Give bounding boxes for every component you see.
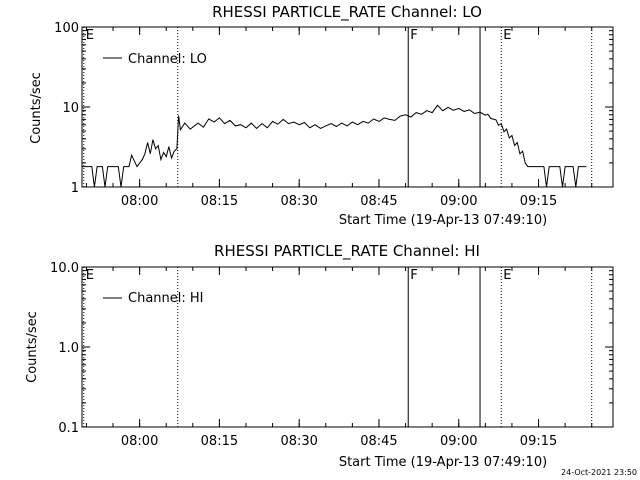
lo-event-marker-label: F (410, 28, 417, 43)
lo-plot-frame (81, 26, 614, 188)
hi-tick-labels: 08:00 08:15 08:30 08:45 09:00 09:15 0.1 1.0 10.0… (50, 261, 557, 449)
hi-plot-area (81, 266, 614, 428)
generation-timestamp: 24-Oct-2021 23:50 (561, 468, 637, 477)
lo-tick-labels: 08:00 08:15 08:30 08:45 09:00 09:15 1 10 100 E F E (54, 21, 557, 209)
hi-event-marker-label: F (410, 268, 417, 283)
hi-y-tick-label: 1.0 (58, 341, 79, 356)
lo-channel-panel: RHESSI PARTICLE_RATE Channel: LO Start T… (29, 3, 614, 228)
hi-x-tick-label: 08:15 (201, 434, 238, 449)
lo-y-axis-label: Counts/sec (29, 72, 44, 144)
hi-x-tick-label: 08:30 (280, 434, 317, 449)
lo-y-tick-label: 100 (54, 21, 79, 36)
hi-x-axis-label: Start Time (19-Apr-13 07:49:10) (339, 455, 547, 470)
lo-x-tick-label: 08:45 (360, 194, 397, 209)
lo-plot-area (81, 26, 614, 188)
lo-chart-title: RHESSI PARTICLE_RATE Channel: LO (212, 3, 482, 22)
lo-event-marker-label: E (503, 28, 511, 43)
hi-event-marker-label: E (503, 268, 511, 283)
lo-x-tick-label: 08:00 (121, 194, 158, 209)
lo-x-tick-label: 09:15 (520, 194, 557, 209)
lo-legend-label: Channel: LO (128, 52, 207, 67)
lo-x-tick-label: 09:00 (440, 194, 477, 209)
lo-x-tick-label: 08:15 (201, 194, 238, 209)
lo-event-marker-label: E (86, 28, 94, 43)
hi-x-tick-label: 08:45 (360, 434, 397, 449)
lo-y-tick-label: 1 (71, 181, 79, 196)
lo-x-tick-label: 08:30 (280, 194, 317, 209)
hi-y-tick-label: 0.1 (58, 421, 79, 436)
hi-y-axis-label: Counts/sec (25, 311, 40, 383)
hi-x-tick-label: 09:15 (520, 434, 557, 449)
hi-channel-panel: RHESSI PARTICLE_RATE Channel: HI Start T… (25, 242, 614, 470)
hi-legend-label: Channel: HI (128, 291, 204, 306)
hi-x-tick-label: 08:00 (121, 434, 158, 449)
lo-x-axis-label: Start Time (19-Apr-13 07:49:10) (339, 213, 547, 228)
hi-event-marker-label: E (86, 268, 94, 283)
lo-y-tick-label: 10 (62, 101, 79, 116)
lo-series-line (82, 104, 587, 188)
hi-x-tick-label: 09:00 (440, 434, 477, 449)
hi-chart-title: RHESSI PARTICLE_RATE Channel: HI (214, 242, 480, 261)
hi-y-tick-label: 10.0 (50, 261, 79, 276)
